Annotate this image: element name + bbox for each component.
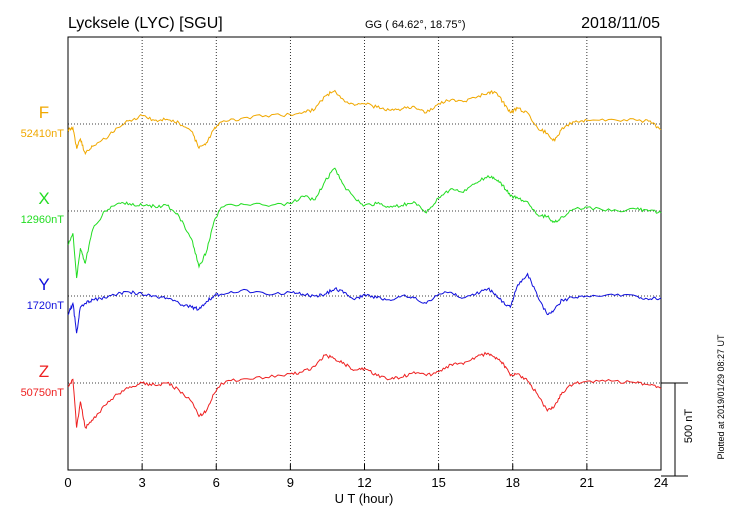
x-tick-label: 18 <box>506 475 520 490</box>
series-group <box>67 89 662 430</box>
series-labels: F 52410nT X 12960nT Y 1720nT Z 50750nT <box>21 103 65 399</box>
series-name-F: F <box>39 103 49 122</box>
scale-label: 500 nT <box>683 409 695 444</box>
x-tick-label: 3 <box>139 475 146 490</box>
x-ticks: 0 3 6 9 12 15 18 21 24 <box>64 464 668 490</box>
series-baseline-Z: 50750nT <box>21 387 65 399</box>
x-tick-label: 21 <box>580 475 594 490</box>
scale-bar <box>661 382 688 477</box>
series-line-Y <box>67 272 662 334</box>
x-tick-label: 0 <box>64 475 71 490</box>
station-title: Lycksele (LYC) [SGU] <box>68 15 223 32</box>
series-baseline-Y: 1720nT <box>27 300 65 312</box>
x-axis-label: U T (hour) <box>335 491 394 506</box>
series-name-Y: Y <box>38 275 49 294</box>
series-line-Z <box>67 351 662 430</box>
x-tick-label: 24 <box>654 475 668 490</box>
series-name-X: X <box>38 189 49 208</box>
x-tick-label: 15 <box>431 475 445 490</box>
series-name-Z: Z <box>39 362 49 381</box>
x-tick-label: 9 <box>287 475 294 490</box>
x-tick-label: 12 <box>357 475 371 490</box>
date: 2018/11/05 <box>581 15 660 32</box>
x-tick-label: 6 <box>213 475 220 490</box>
coordinates: GG ( 64.62°, 18.75°) <box>365 19 466 31</box>
series-line-F <box>67 89 662 156</box>
series-baseline-F: 52410nT <box>21 128 65 140</box>
series-line-X <box>67 167 662 279</box>
grid <box>68 37 661 470</box>
series-baseline-X: 12960nT <box>21 214 65 226</box>
plotted-note: Plotted at 2019/01/29 08:27 UT <box>716 334 726 460</box>
